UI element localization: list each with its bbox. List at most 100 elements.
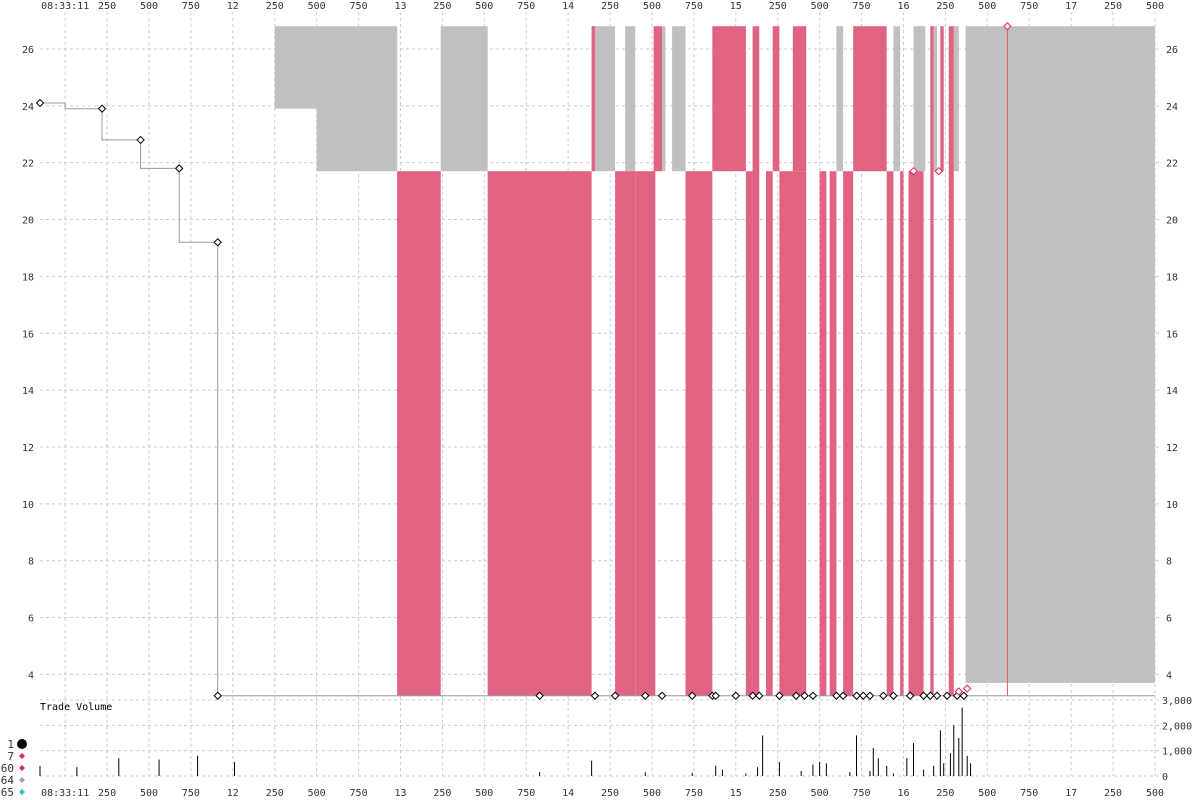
buy-band — [836, 26, 844, 172]
trade-point — [97, 104, 107, 113]
x-ticks-top: 08:33:11 250 500 750 12 250 500 750 13 250 500 750 1… — [41, 1, 1164, 12]
trade-point — [174, 164, 184, 173]
x-tick-label: 500 — [811, 788, 829, 799]
sell-band — [930, 26, 934, 696]
sell-band — [397, 171, 441, 696]
sell-band — [779, 171, 807, 696]
buy-bands — [274, 26, 1155, 683]
volume-tick-label: 3,000 — [1162, 696, 1192, 707]
x-tick-label: 750 — [350, 788, 368, 799]
trade-point — [136, 135, 145, 145]
buy-band — [672, 26, 686, 172]
x-tick-label: 250 — [266, 788, 284, 799]
x-tick-label: 250 — [98, 1, 116, 12]
x-tick-label: 250 — [266, 1, 284, 12]
y-tick-label: 22 — [1166, 159, 1178, 170]
y-tick-label: 16 — [22, 329, 34, 340]
y-tick-label: 4 — [1166, 670, 1172, 681]
x-ticks-bottom: 08:33:11 250 500 750 12 250 500 750 13 250 500 750 1… — [41, 788, 1164, 799]
x-tick-label: 500 — [1146, 1, 1164, 12]
sell-band — [772, 26, 780, 172]
trade-point — [942, 691, 952, 700]
x-tick-label: 500 — [643, 1, 661, 12]
x-tick-label: 500 — [308, 1, 326, 12]
sell-band — [843, 171, 854, 696]
x-tick-label: 250 — [98, 788, 116, 799]
y-tick-label: 24 — [22, 102, 34, 113]
x-tick-label: 14 — [562, 1, 574, 12]
buy-band — [893, 26, 901, 172]
trade-line — [40, 102, 1155, 697]
x-tick-label: 750 — [182, 1, 200, 12]
trade-point — [748, 691, 757, 700]
buy-band — [591, 26, 616, 172]
x-tick-label: 250 — [433, 1, 451, 12]
legend-marker — [19, 777, 25, 783]
x-tick-label: 17 — [1065, 1, 1077, 12]
x-tick-label: 250 — [601, 788, 619, 799]
buy-band — [440, 26, 488, 172]
x-tick-label: 250 — [936, 788, 954, 799]
trade-point — [775, 691, 784, 700]
x-tick-label: 16 — [897, 1, 909, 12]
sell-band — [792, 26, 807, 172]
sell-band — [853, 26, 887, 172]
trade-point — [213, 691, 222, 700]
legend-marker — [19, 765, 25, 771]
sell-band — [908, 171, 924, 696]
x-tick-label: 14 — [562, 788, 574, 799]
sell-band — [765, 171, 773, 696]
x-tick-label: 500 — [978, 1, 996, 12]
sell-band — [712, 26, 746, 172]
x-tick-label: 08:33:11 — [41, 788, 89, 799]
y-tick-label: 18 — [22, 272, 34, 283]
volume-tick-label: 2,000 — [1162, 721, 1192, 732]
x-tick-label: 500 — [475, 788, 493, 799]
x-tick-label: 750 — [517, 788, 535, 799]
x-tick-label: 750 — [350, 1, 368, 12]
trade-point — [852, 691, 861, 700]
trade-point — [657, 691, 667, 700]
sell-point — [954, 687, 964, 696]
x-tick-label: 250 — [769, 788, 787, 799]
y-tick-label: 18 — [1166, 272, 1178, 283]
y-tick-label: 14 — [22, 386, 34, 397]
buy-band — [316, 26, 398, 172]
x-tick-label: 500 — [308, 788, 326, 799]
x-tick-label: 250 — [936, 1, 954, 12]
y-tick-label: 4 — [28, 670, 34, 681]
x-tick-label: 250 — [601, 1, 619, 12]
trade-point — [590, 691, 600, 700]
trade-point — [711, 691, 720, 700]
trade-point — [889, 691, 898, 700]
x-tick-label: 750 — [1020, 1, 1038, 12]
sell-band — [886, 171, 894, 696]
trade-point — [731, 691, 741, 700]
x-tick-label: 750 — [182, 788, 200, 799]
x-tick-label: 16 — [897, 788, 909, 799]
legend-label: 65 — [1, 786, 14, 799]
trade-point — [808, 691, 818, 700]
y-tick-label: 10 — [22, 500, 34, 511]
sell-band — [940, 26, 944, 172]
y-tick-label: 26 — [1166, 45, 1178, 56]
y-tick-label: 6 — [1166, 614, 1172, 625]
sell-point — [909, 166, 918, 176]
x-tick-label: 750 — [853, 788, 871, 799]
x-tick-label: 13 — [394, 788, 406, 799]
y-tick-label: 14 — [1166, 386, 1178, 397]
trade-point — [838, 691, 848, 700]
y-tick-label: 12 — [1166, 443, 1178, 454]
trade-point — [859, 691, 868, 700]
x-tick-label: 15 — [730, 1, 742, 12]
x-tick-label: 15 — [730, 788, 742, 799]
x-tick-label: 750 — [853, 1, 871, 12]
volume-axis-title: Trade Volume — [40, 702, 112, 713]
trade-point — [213, 238, 222, 247]
y-tick-label: 20 — [1166, 216, 1178, 227]
trade-price-line — [40, 26, 1155, 697]
volume-tick-label: 1,000 — [1162, 747, 1192, 758]
x-tick-label: 750 — [1020, 788, 1038, 799]
sell-point — [962, 684, 972, 693]
